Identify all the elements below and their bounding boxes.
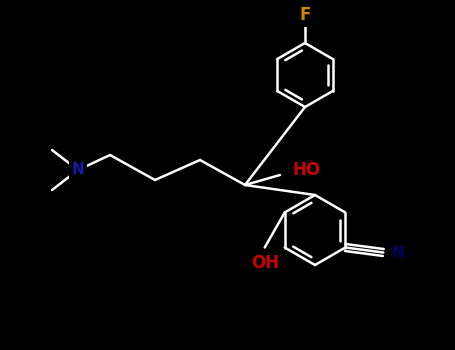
Text: F: F: [299, 6, 311, 24]
Text: HO: HO: [293, 161, 321, 179]
Text: N: N: [71, 162, 84, 177]
Text: OH: OH: [251, 253, 279, 272]
Text: N: N: [391, 245, 404, 260]
